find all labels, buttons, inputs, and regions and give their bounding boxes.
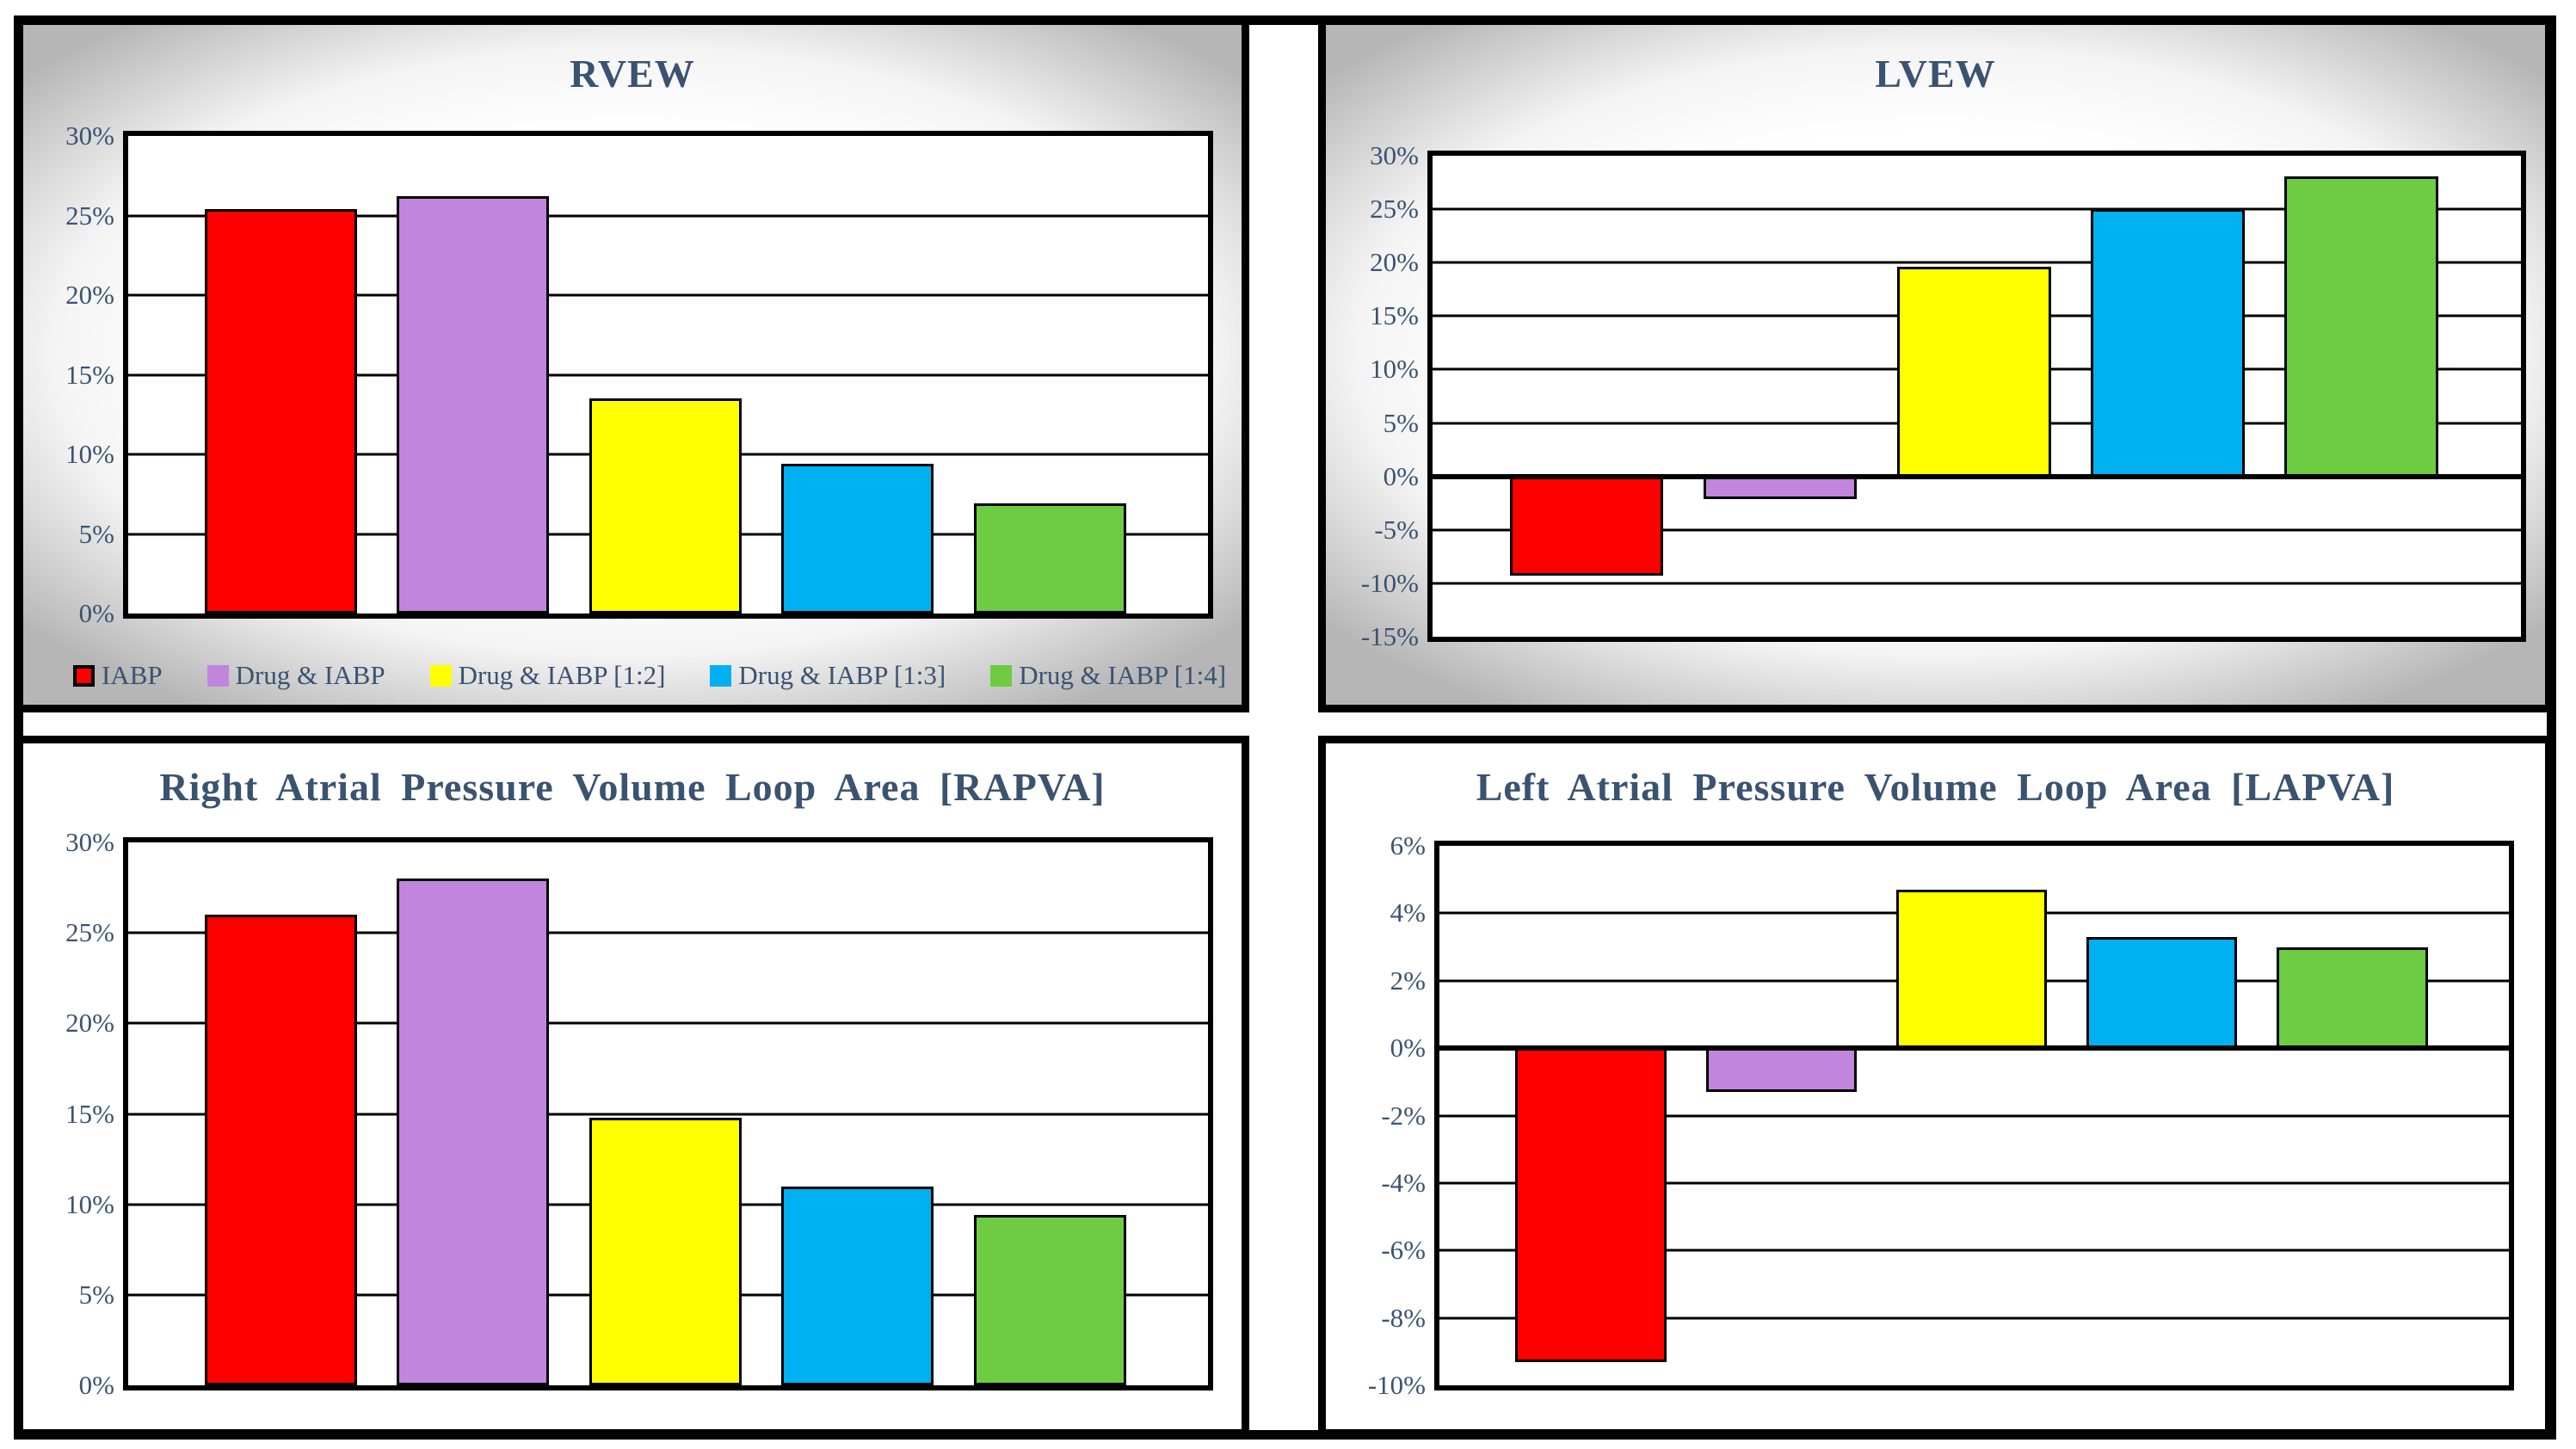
legend-item: Drug & IABP [1:4] [990, 660, 1226, 691]
bar-drug-iabp-1-3 [781, 1186, 934, 1385]
legend-label: Drug & IABP [1:2] [458, 660, 666, 690]
bar-drug-iabp-1-2 [1895, 889, 2047, 1049]
legend-label: Drug & IABP [1:3] [738, 660, 946, 690]
y-tick-label: 20% [1370, 247, 1419, 278]
bar-drug-iabp [397, 879, 550, 1385]
zero-axis-line [1439, 1045, 2509, 1051]
plot-area: 6% 4% 2% 0% -2% -4% -6% -8% -10% [1368, 830, 2514, 1400]
rvew-chart-panel: RVEW 30% 25% 20% 15% 10% 5% 0% IABP Drug & IAB… [15, 17, 1249, 712]
y-tick-label: 0% [1390, 1033, 1426, 1064]
bar-iabp [1515, 1048, 1667, 1362]
legend-item: Drug & IABP [206, 660, 385, 691]
gridline [1439, 1114, 2509, 1117]
y-tick-label: 6% [1390, 830, 1426, 860]
bar-drug-iabp-1-4 [973, 1215, 1126, 1385]
y-tick-label: 10% [65, 1188, 114, 1219]
bar-drug-iabp [397, 196, 550, 614]
bar-iabp [1509, 476, 1664, 577]
bar-drug-iabp [1705, 1048, 1857, 1093]
gridline [128, 293, 1208, 297]
gridline [128, 931, 1208, 934]
legend-label: Drug & IABP [1:4] [1019, 660, 1227, 690]
y-tick-label: 0% [78, 1370, 114, 1400]
chart-title-lapva: Left Atrial Pressure Volume Loop Area [L… [1476, 765, 2395, 809]
gridline [1433, 582, 2521, 585]
y-tick-label: 20% [65, 280, 114, 310]
y-tick-label: 30% [65, 827, 114, 857]
lapva-chart-panel: Left Atrial Pressure Volume Loop Area [L… [1318, 736, 2553, 1437]
bar-drug-iabp-1-4 [973, 503, 1126, 614]
plot-area: 30% 25% 20% 15% 10% 5% 0% [65, 827, 1213, 1400]
legend-swatch [429, 664, 452, 687]
gridline [1439, 1181, 2509, 1185]
bar-drug-iabp [1703, 476, 1858, 499]
legend-swatch [990, 664, 1013, 687]
y-tick-label: 0% [1383, 460, 1419, 491]
chart-title-rapva: Right Atrial Pressure Volume Loop Area [… [159, 765, 1106, 809]
bar-drug-iabp-1-2 [589, 398, 742, 614]
y-tick-label: 0% [78, 598, 114, 628]
bar-iabp [205, 209, 358, 614]
y-tick-label: -15% [1360, 621, 1419, 651]
y-tick-label: -4% [1381, 1167, 1426, 1198]
gridline [128, 1021, 1208, 1025]
legend-item: Drug & IABP [1:2] [429, 660, 666, 691]
y-tick-label: 5% [1383, 407, 1419, 438]
y-tick-label: 10% [65, 439, 114, 469]
gridline [128, 214, 1208, 217]
legend-item: IABP [72, 660, 163, 691]
bar-drug-iabp-1-3 [2091, 209, 2245, 477]
y-tick-label: 5% [78, 518, 114, 549]
y-tick-label: 30% [65, 120, 114, 151]
rapva-chart-panel: Right Atrial Pressure Volume Loop Area [… [15, 736, 1249, 1437]
legend-swatch [72, 664, 95, 687]
gridline [128, 1113, 1208, 1115]
y-tick-label: -10% [1367, 1370, 1426, 1400]
y-tick-label: 15% [65, 359, 114, 390]
gridline [1439, 1249, 2509, 1252]
y-tick-label: 4% [1390, 897, 1426, 928]
bar-drug-iabp-1-4 [2284, 176, 2438, 477]
figure-outer-frame [14, 15, 2556, 1440]
bar-drug-iabp-1-2 [589, 1117, 742, 1385]
lvew-chart-panel: LVEW 30% 25% 20% 15% 10% 5% 0% -5% -10% -15% [1318, 17, 2553, 712]
y-tick-label: 5% [78, 1279, 114, 1310]
gridline [128, 373, 1208, 376]
y-tick-label: -5% [1374, 514, 1419, 545]
bar-drug-iabp-1-3 [2086, 936, 2238, 1049]
gridline [1433, 528, 2521, 532]
legend-label: IABP [101, 660, 163, 690]
y-tick-label: -2% [1381, 1100, 1426, 1131]
y-tick-label: 15% [65, 1098, 114, 1129]
chart-title-lvew: LVEW [1875, 52, 1996, 96]
plot-area: 30% 25% 20% 15% 10% 5% 0% [65, 120, 1213, 628]
y-tick-label: 10% [1370, 354, 1419, 385]
gridline [1433, 261, 2521, 264]
y-tick-label: -6% [1381, 1235, 1426, 1266]
y-tick-label: 30% [1370, 140, 1419, 170]
legend-item: Drug & IABP [1:3] [710, 660, 946, 691]
chart-legend: IABP Drug & IABP Drug & IABP [1:2] Drug … [72, 660, 1226, 691]
bar-iabp [205, 915, 358, 1385]
y-tick-label: 25% [65, 200, 114, 231]
bar-drug-iabp-1-3 [781, 464, 934, 614]
y-tick-label: 15% [1370, 300, 1419, 331]
legend-swatch [206, 664, 229, 687]
y-tick-label: 2% [1390, 965, 1426, 996]
gridline [1433, 207, 2521, 211]
zero-axis-line [1433, 473, 2521, 479]
bar-drug-iabp-1-4 [2277, 946, 2428, 1049]
y-tick-label: 25% [65, 917, 114, 948]
y-tick-label: 20% [65, 1008, 114, 1039]
legend-swatch [710, 664, 732, 687]
legend-label: Drug & IABP [235, 660, 385, 690]
y-tick-label: 25% [1370, 194, 1419, 225]
gridline [1439, 1316, 2509, 1320]
y-tick-label: -10% [1360, 567, 1419, 598]
y-tick-label: -8% [1381, 1302, 1426, 1333]
bar-drug-iabp-1-2 [1897, 267, 2051, 477]
plot-area: 30% 25% 20% 15% 10% 5% 0% -5% -10% -15% [1361, 140, 2526, 651]
chart-title-rvew: RVEW [570, 52, 695, 96]
